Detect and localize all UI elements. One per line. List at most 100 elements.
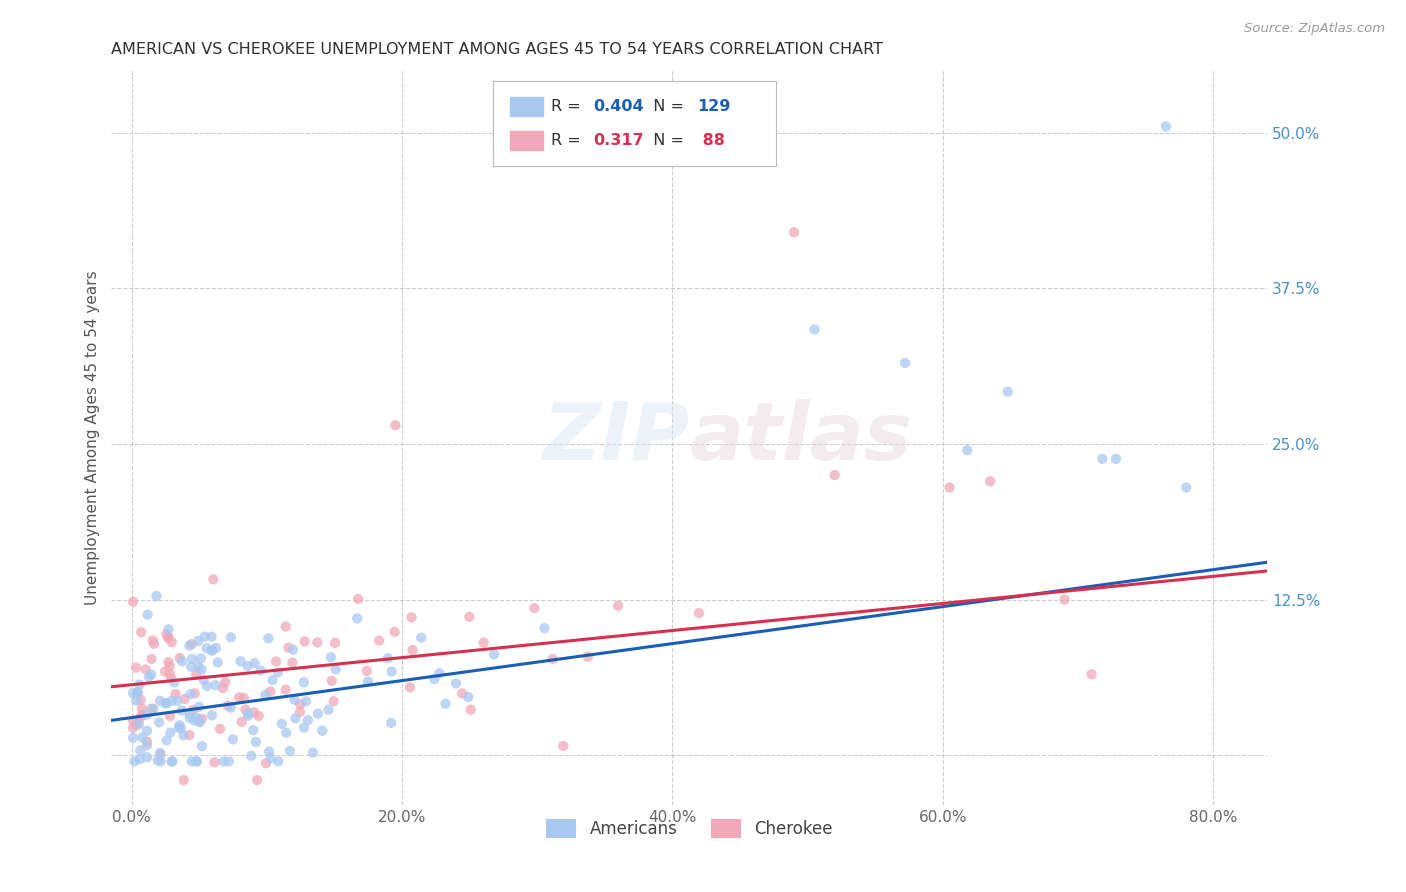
- Point: [179, 711, 201, 725]
- Point: [179, 706, 201, 721]
- Point: [169, 651, 191, 665]
- Point: [576, 649, 599, 664]
- Text: N =: N =: [643, 133, 689, 148]
- Point: [356, 664, 378, 678]
- Point: [1080, 667, 1102, 681]
- Point: [128, 677, 150, 691]
- Point: [187, 660, 209, 674]
- Point: [423, 672, 446, 686]
- Point: [136, 734, 159, 748]
- Point: [190, 663, 212, 677]
- Point: [201, 643, 224, 657]
- Point: [122, 686, 145, 700]
- Point: [284, 692, 307, 706]
- Point: [1053, 592, 1076, 607]
- Point: [149, 755, 172, 769]
- Point: [292, 675, 315, 690]
- Point: [170, 704, 193, 718]
- Point: [180, 755, 202, 769]
- Point: [247, 709, 270, 723]
- Point: [321, 673, 343, 688]
- Point: [142, 633, 165, 648]
- Point: [142, 702, 165, 716]
- Point: [427, 666, 450, 681]
- Point: [236, 659, 259, 673]
- Point: [938, 481, 960, 495]
- Point: [166, 694, 188, 708]
- Point: [193, 673, 215, 687]
- Point: [122, 714, 145, 728]
- Point: [188, 715, 211, 730]
- Point: [294, 634, 316, 648]
- Point: [311, 723, 333, 738]
- Point: [218, 755, 240, 769]
- Point: [136, 723, 159, 738]
- Point: [894, 356, 917, 370]
- Point: [219, 630, 242, 644]
- Point: [135, 707, 157, 722]
- Point: [533, 621, 555, 635]
- Point: [434, 697, 457, 711]
- Point: [201, 708, 224, 723]
- Point: [302, 746, 325, 760]
- Point: [125, 693, 148, 707]
- Point: [122, 731, 145, 745]
- Point: [125, 661, 148, 675]
- Point: [482, 648, 505, 662]
- Point: [131, 701, 153, 715]
- Point: [381, 665, 404, 679]
- Point: [156, 733, 179, 747]
- Point: [155, 627, 177, 641]
- Point: [157, 631, 180, 645]
- Point: [1105, 451, 1128, 466]
- Point: [184, 755, 207, 769]
- Point: [212, 681, 235, 695]
- Y-axis label: Unemployment Among Ages 45 to 54 years: Unemployment Among Ages 45 to 54 years: [86, 270, 100, 605]
- Point: [149, 746, 172, 760]
- Point: [231, 714, 253, 729]
- Point: [187, 714, 209, 728]
- Point: [277, 640, 299, 655]
- Point: [163, 675, 186, 690]
- Point: [222, 732, 245, 747]
- Text: N =: N =: [643, 99, 689, 114]
- Point: [181, 703, 204, 717]
- Point: [249, 664, 271, 678]
- Point: [997, 384, 1019, 399]
- Point: [131, 707, 153, 722]
- Point: [170, 654, 193, 668]
- Point: [202, 572, 225, 586]
- Point: [783, 225, 806, 239]
- Point: [212, 755, 235, 769]
- Point: [160, 635, 183, 649]
- Point: [136, 607, 159, 622]
- Point: [824, 468, 846, 483]
- Point: [129, 693, 152, 707]
- Point: [157, 623, 180, 637]
- Point: [235, 702, 257, 716]
- Point: [162, 755, 184, 769]
- Point: [141, 652, 163, 666]
- Point: [267, 755, 290, 769]
- Point: [257, 632, 280, 646]
- Point: [159, 725, 181, 739]
- Point: [243, 706, 266, 720]
- Point: [288, 698, 311, 712]
- Text: AMERICAN VS CHEROKEE UNEMPLOYMENT AMONG AGES 45 TO 54 YEARS CORRELATION CHART: AMERICAN VS CHEROKEE UNEMPLOYMENT AMONG …: [111, 42, 883, 57]
- Point: [169, 718, 191, 732]
- Text: Source: ZipAtlas.com: Source: ZipAtlas.com: [1244, 22, 1385, 36]
- Point: [553, 739, 575, 753]
- Point: [186, 667, 208, 681]
- Point: [149, 694, 172, 708]
- Bar: [510, 97, 543, 116]
- Point: [319, 650, 342, 665]
- Point: [472, 635, 495, 649]
- Point: [270, 716, 292, 731]
- Point: [236, 708, 259, 723]
- Point: [262, 673, 284, 687]
- Point: [201, 643, 224, 657]
- Point: [148, 715, 170, 730]
- Point: [149, 747, 172, 762]
- Point: [127, 685, 149, 699]
- Point: [136, 750, 159, 764]
